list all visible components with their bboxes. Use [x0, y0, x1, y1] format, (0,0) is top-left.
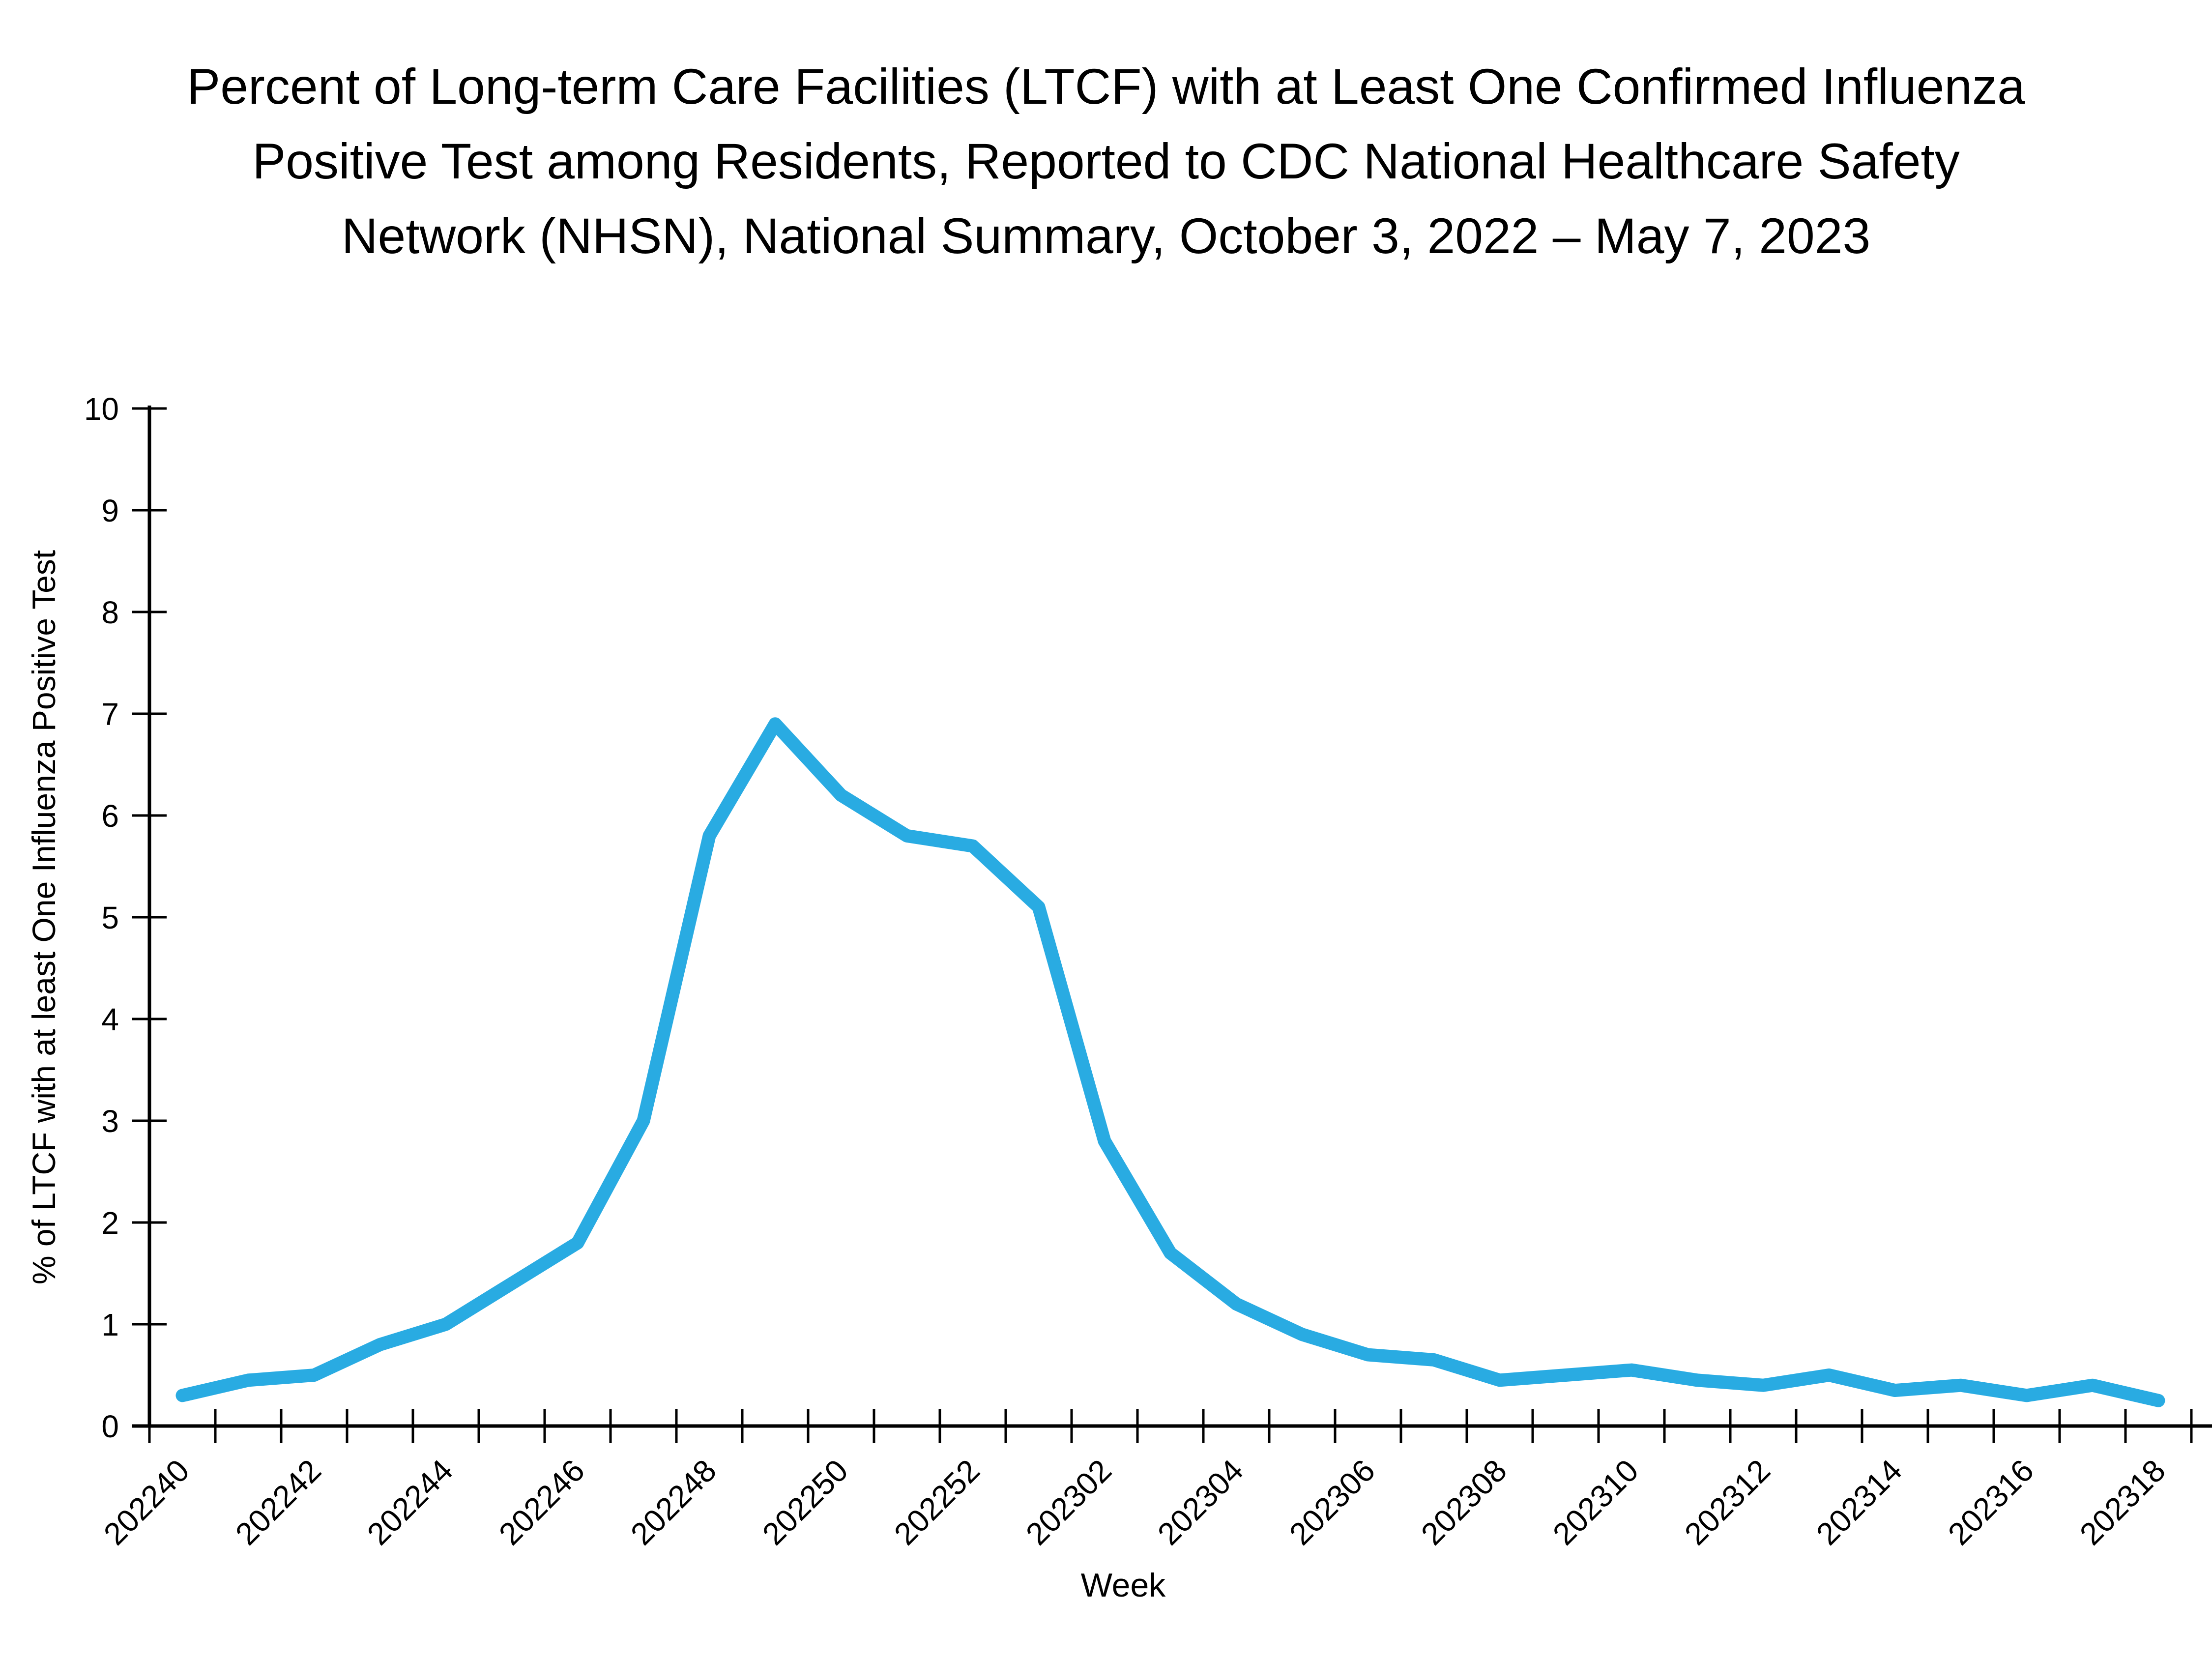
x-tick-label: 202240: [97, 1453, 196, 1552]
y-tick-label: 1: [101, 1307, 119, 1342]
x-tick-label: 202310: [1546, 1453, 1645, 1552]
x-tick-label: 202252: [887, 1453, 987, 1552]
x-tick-label: 202244: [360, 1453, 460, 1552]
x-tick-label: 202248: [624, 1453, 723, 1552]
y-tick-label: 8: [101, 595, 119, 630]
x-tick-label: 202312: [1678, 1453, 1777, 1552]
chart-title: Percent of Long-term Care Facilities (LT…: [0, 49, 2212, 273]
x-tick-label: 202242: [229, 1453, 328, 1552]
y-tick-label: 0: [101, 1409, 119, 1444]
y-tick-label: 7: [101, 697, 119, 732]
y-tick-label: 10: [84, 391, 119, 427]
x-tick-label: 202306: [1282, 1453, 1382, 1552]
y-tick-label: 6: [101, 798, 119, 834]
y-axis-title: % of LTCF with at least One Influenza Po…: [26, 550, 62, 1284]
x-tick-label: 202246: [492, 1453, 591, 1552]
x-tick-label: 202308: [1414, 1453, 1513, 1552]
x-tick-label: 202250: [756, 1453, 855, 1552]
x-tick-label: 202314: [1809, 1453, 1909, 1552]
x-tick-label: 202302: [1019, 1453, 1118, 1552]
y-tick-label: 5: [101, 900, 119, 935]
chart-title-line1: Percent of Long-term Care Facilities (LT…: [187, 58, 2025, 115]
chart-title-line2: Positive Test among Residents, Reported …: [252, 133, 1960, 189]
y-tick-label: 9: [101, 493, 119, 528]
x-axis-title: Week: [1081, 1567, 1166, 1604]
x-tick-label: 202318: [2073, 1453, 2172, 1552]
x-tick-label: 202304: [1151, 1453, 1250, 1552]
chart-title-line3: Network (NHSN), National Summary, Octobe…: [341, 208, 1871, 264]
x-tick-label: 202316: [1941, 1453, 2040, 1552]
y-tick-label: 2: [101, 1205, 119, 1241]
y-tick-label: 3: [101, 1104, 119, 1139]
data-series-line: [175, 717, 2165, 1407]
y-tick-label: 4: [101, 1002, 119, 1037]
